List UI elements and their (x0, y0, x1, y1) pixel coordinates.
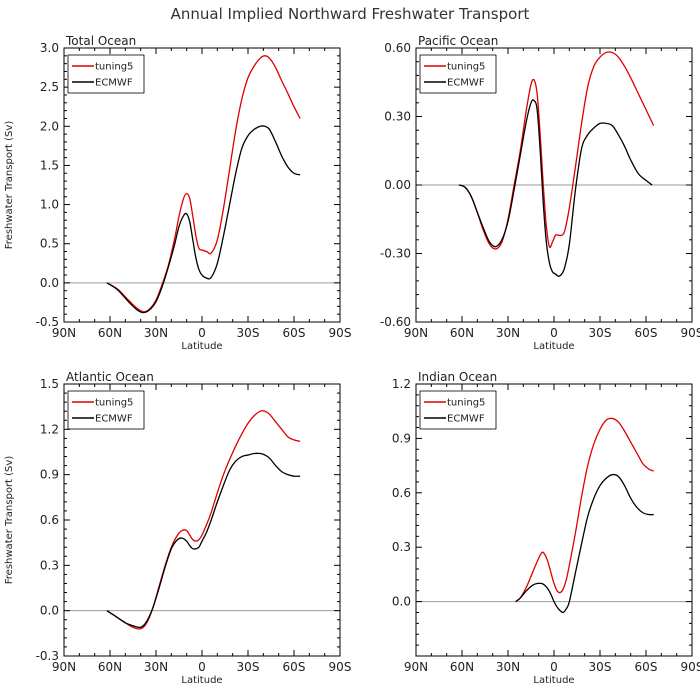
y-tick-label: 0.3 (40, 558, 59, 572)
x-tick-label: 60N (450, 326, 474, 340)
x-tick-label: 60S (635, 326, 658, 340)
y-tick-label: -0.60 (380, 315, 411, 329)
x-tick-label: 90N (404, 326, 428, 340)
panel-title: Total Ocean (65, 34, 136, 48)
x-tick-label: 30N (496, 660, 520, 674)
legend-label-ecmwf: ECMWF (95, 414, 133, 425)
x-tick-label: 90N (52, 660, 76, 674)
y-tick-label: 0.6 (392, 486, 411, 500)
y-tick-label: 1.0 (40, 198, 59, 212)
x-tick-label: 90S (681, 660, 700, 674)
panel-title: Pacific Ocean (418, 34, 498, 48)
series-line-tuning5 (106, 410, 301, 630)
y-tick-label: 0.9 (392, 431, 411, 445)
panel-atlantic-ocean: 90N 60N 30N 0 30S 60S 90S -0.3 0.0 0.3 0.6 0.9 1.2 1.… (4, 370, 351, 686)
y-tick-label: 0.6 (40, 513, 59, 527)
x-tick-label: 60N (98, 660, 122, 674)
x-tick-label: 90N (52, 326, 76, 340)
y-tick-label: -0.30 (380, 247, 411, 261)
legend: tuning5 ECMWF (419, 54, 497, 94)
x-tick-label: 30N (144, 660, 168, 674)
legend-label-tuning5: tuning5 (95, 398, 133, 409)
series-line-tuning5 (515, 417, 654, 603)
y-tick-label: 0.0 (40, 276, 59, 290)
legend: tuning5 ECMWF (67, 54, 145, 94)
y-tick-label: 2.0 (40, 119, 59, 133)
figure-title: Annual Implied Northward Freshwater Tran… (171, 5, 530, 23)
x-tick-label: 0 (550, 326, 558, 340)
panel-title: Indian Ocean (418, 370, 497, 384)
y-tick-label: 0.60 (384, 41, 411, 55)
y-tick-label: 0.9 (40, 468, 59, 482)
x-axis-label: Latitude (181, 675, 222, 686)
y-tick-label: 0.0 (40, 604, 59, 618)
series-line-tuning5 (458, 51, 655, 250)
panel-indian-ocean: 90N 60N 30N 0 30S 60S 90S 0.0 0.3 0.6 0.9 1.2 Indian… (392, 370, 700, 686)
x-tick-label: 30S (237, 326, 260, 340)
y-tick-label: 2.5 (40, 80, 59, 94)
y-axis-label: Freshwater Transport (Sv) (4, 456, 15, 585)
x-tick-label: 0 (198, 660, 206, 674)
legend-box (67, 54, 145, 94)
legend-label-tuning5: tuning5 (95, 62, 133, 73)
series-line-ecmwf (515, 473, 654, 614)
y-tick-label: -0.3 (36, 649, 59, 663)
legend-box (419, 390, 497, 430)
panel-pacific-ocean: 90N 60N 30N 0 30S 60S 90S -0.60 -0.30 0.00 0.30 0.6… (380, 34, 700, 352)
y-tick-label: 1.5 (40, 158, 59, 172)
y-tick-label: 1.5 (40, 377, 59, 391)
series-line-tuning5 (106, 55, 301, 313)
panel-total-ocean: 90N 60N 30N 0 30S 60S 90S -0.5 0.0 0.5 1.0 1.5 2.0 2.… (4, 34, 351, 352)
x-tick-label: 0 (550, 660, 558, 674)
y-axis-label: Freshwater Transport (Sv) (4, 121, 15, 250)
x-tick-label: 90S (329, 326, 352, 340)
legend-box (419, 54, 497, 94)
x-tick-label: 30N (496, 326, 520, 340)
x-axis-label: Latitude (533, 675, 574, 686)
legend-box (67, 390, 145, 430)
y-tick-label: 0.0 (392, 595, 411, 609)
legend-label-ecmwf: ECMWF (447, 78, 485, 89)
x-tick-label: 30N (144, 326, 168, 340)
y-tick-label: 0.3 (392, 540, 411, 554)
x-tick-label: 0 (198, 326, 206, 340)
series-line-ecmwf (458, 99, 653, 277)
y-tick-label: 0.30 (384, 110, 411, 124)
y-tick-label: 0.00 (384, 178, 411, 192)
x-tick-label: 60S (283, 326, 306, 340)
y-tick-label: 0.5 (40, 237, 59, 251)
legend-label-tuning5: tuning5 (447, 398, 485, 409)
legend-label-ecmwf: ECMWF (447, 414, 485, 425)
panel-title: Atlantic Ocean (66, 370, 154, 384)
x-tick-label: 60S (283, 660, 306, 674)
series-line-ecmwf (106, 125, 301, 314)
y-tick-label: 3.0 (40, 41, 59, 55)
x-axis-label: Latitude (533, 341, 574, 352)
x-tick-label: 30S (237, 660, 260, 674)
x-tick-label: 60N (450, 660, 474, 674)
y-tick-label: -0.5 (36, 315, 59, 329)
series-line-ecmwf (106, 452, 301, 629)
x-tick-label: 90N (404, 660, 428, 674)
legend-label-tuning5: tuning5 (447, 62, 485, 73)
legend: tuning5 ECMWF (67, 390, 145, 430)
y-tick-label: 1.2 (392, 377, 411, 391)
x-tick-label: 90S (681, 326, 700, 340)
x-axis-label: Latitude (181, 341, 222, 352)
legend: tuning5 ECMWF (419, 390, 497, 430)
x-tick-label: 60N (98, 326, 122, 340)
x-tick-label: 60S (635, 660, 658, 674)
legend-label-ecmwf: ECMWF (95, 78, 133, 89)
y-tick-label: 1.2 (40, 422, 59, 436)
x-tick-label: 30S (589, 326, 612, 340)
x-tick-label: 30S (589, 660, 612, 674)
x-tick-label: 90S (329, 660, 352, 674)
